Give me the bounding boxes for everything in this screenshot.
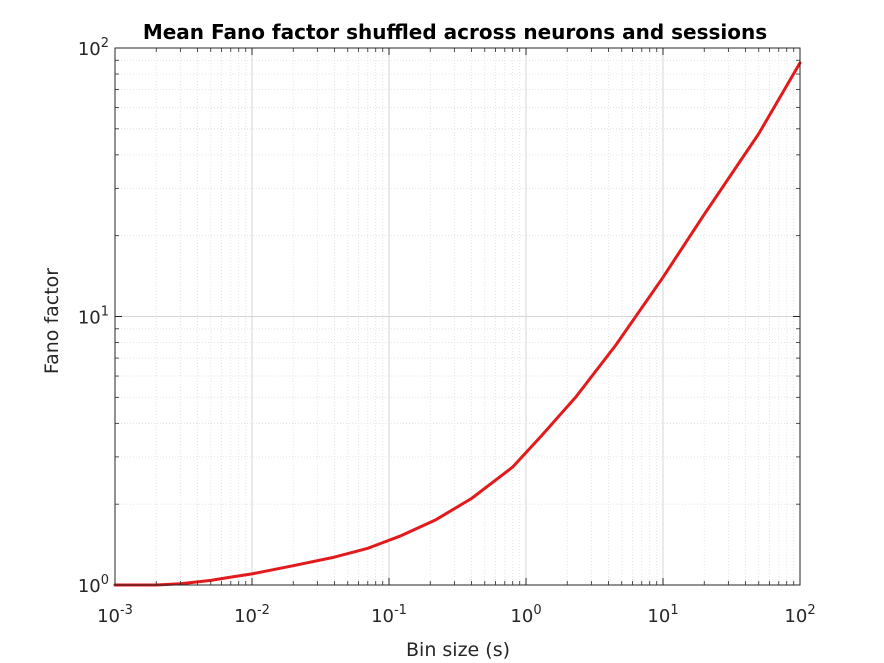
x-axis-label: Bin size (s) [406,639,510,661]
x-tick-label: 10-3 [97,603,133,627]
x-tick-label: 102 [784,603,815,627]
x-tick-label: 100 [510,603,541,627]
plot-lines [113,61,802,587]
x-tick-label: 10-2 [234,603,270,627]
ticks [114,47,801,586]
chart-title: Mean Fano factor shuffled across neurons… [143,20,767,44]
grid [115,48,800,585]
x-tick-label: 10-1 [371,603,407,627]
y-axis-label: Fano factor [41,268,63,374]
series-line [113,61,802,587]
y-tick-label: 100 [78,573,109,597]
x-tick-label: 101 [647,603,678,627]
y-tick-label: 102 [78,36,109,60]
tick-labels: 10-3 10-2 10-1 100 101 102 100 101 102 [78,36,816,627]
y-tick-label: 101 [78,305,109,329]
